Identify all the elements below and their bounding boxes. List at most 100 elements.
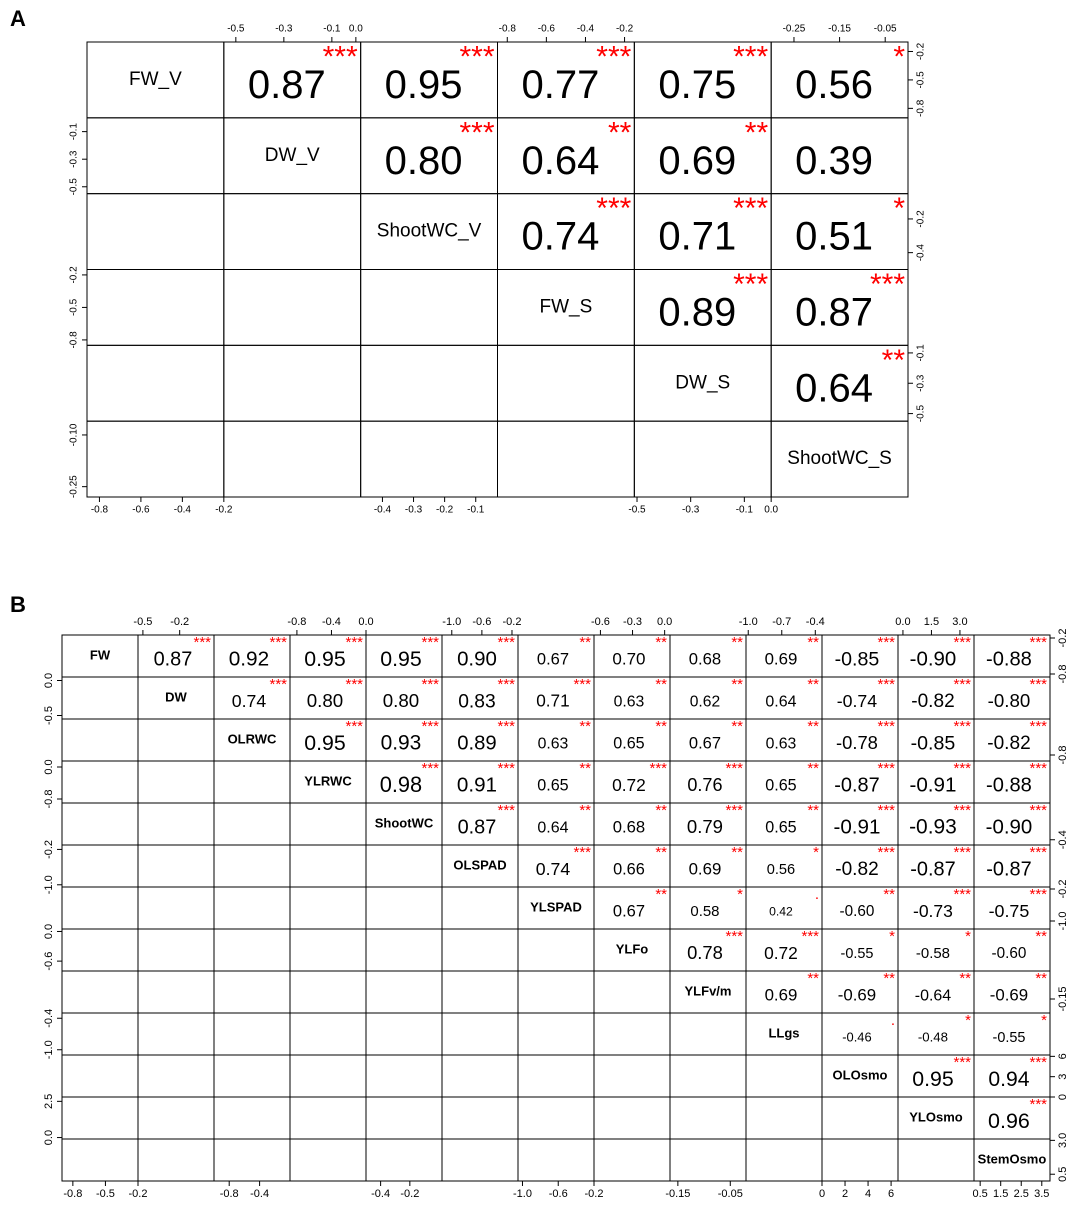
significance-stars: ***: [345, 676, 363, 693]
tick-label: 0.0: [358, 616, 373, 628]
correlation-value: 0.39: [795, 139, 873, 183]
panel-cell: [289, 1054, 367, 1098]
tick-label: -0.4: [250, 1188, 269, 1200]
correlation-value: -0.82: [911, 691, 954, 712]
significance-stars: ***: [733, 40, 768, 73]
significance-stars: **: [655, 676, 667, 693]
significance-stars: ***: [459, 116, 494, 149]
tick-label: 0.0: [895, 616, 910, 628]
significance-stars: **: [882, 344, 906, 377]
panel-cell: [441, 970, 519, 1014]
panel-cell: [61, 760, 139, 804]
panel-cell: [223, 344, 362, 422]
correlation-value: 0.66: [613, 861, 645, 879]
tick-label: -0.2: [916, 42, 927, 60]
significance-stars: ***: [877, 634, 895, 651]
panel-cell: [213, 1096, 291, 1140]
correlation-value: 0.98: [380, 772, 422, 797]
tick-label: -0.15: [828, 24, 851, 35]
significance-stars: *: [889, 928, 895, 945]
tick-label: -0.05: [718, 1188, 743, 1200]
panel-cell: [669, 1054, 747, 1098]
correlation-value: 0.56: [767, 862, 795, 878]
panel-cell: [517, 1012, 595, 1056]
tick-label: -0.7: [772, 616, 791, 628]
significance-stars: ***: [1029, 844, 1047, 861]
correlation-value: 0.91: [457, 774, 497, 797]
tick-label: 0: [1057, 1094, 1069, 1100]
tick-label: -0.8: [91, 505, 109, 516]
panel-cell: [497, 420, 635, 498]
correlation-value: 0.42: [769, 904, 793, 918]
tick-label: -0.2: [129, 1188, 148, 1200]
tick-label: -0.1: [69, 123, 80, 141]
panel-cell: [213, 844, 291, 888]
significance-stars: ***: [733, 268, 768, 301]
tick-label: -0.3: [916, 374, 927, 392]
panel-cell: [821, 1138, 899, 1182]
correlation-value: 0.62: [690, 693, 720, 710]
panel-cell: [973, 1138, 1051, 1182]
tick-label: -1.0: [1057, 912, 1069, 931]
panel-cell: [137, 802, 215, 846]
tick-label: -1.0: [739, 616, 758, 628]
panel-cell: [593, 1096, 671, 1140]
panel-cell: [223, 420, 362, 498]
tick-label: -0.4: [916, 244, 927, 262]
correlation-value: -0.87: [910, 858, 955, 880]
correlation-value: -0.90: [910, 648, 957, 671]
panel-cell: [770, 420, 909, 498]
tick-label: 6: [888, 1188, 894, 1200]
panel-cell: [137, 970, 215, 1014]
tick-label: -0.2: [585, 1188, 604, 1200]
variable-name: StemOsmo: [978, 1151, 1047, 1166]
tick-label: -0.2: [916, 210, 927, 228]
variable-name: OLSPAD: [453, 857, 506, 872]
significance-stars: **: [807, 970, 819, 987]
tick-label: -0.6: [43, 952, 55, 971]
panel-cell: [365, 1096, 443, 1140]
tick-label: 0.0: [43, 759, 55, 774]
tick-label: -0.8: [43, 790, 55, 809]
panel-cell: [745, 1054, 823, 1098]
correlation-value: 0.94: [988, 1068, 1029, 1091]
significance-stars: ***: [953, 886, 971, 903]
tick-label: -0.8: [1057, 665, 1069, 684]
panel-cell: [593, 1012, 671, 1056]
tick-label: -0.8: [69, 331, 80, 349]
panel-cell: [137, 844, 215, 888]
significance-stars: **: [1035, 928, 1047, 945]
variable-name: ShootWC_V: [377, 221, 482, 242]
variable-name: FW: [90, 647, 111, 662]
significance-stars: ***: [953, 676, 971, 693]
tick-label: 0.0: [657, 616, 672, 628]
tick-label: -0.1: [323, 24, 341, 35]
panel-cell: [669, 1012, 747, 1056]
correlation-value: 0.70: [612, 650, 645, 669]
correlation-value: 0.95: [912, 1067, 953, 1091]
significance-stars: ***: [497, 676, 515, 693]
panel-cell: [633, 420, 772, 498]
correlation-value: -0.91: [833, 816, 880, 839]
panel-cell: [441, 1096, 519, 1140]
correlation-value: 0.74: [522, 215, 600, 259]
tick-label: -0.1: [467, 505, 485, 516]
tick-label: -0.2: [170, 616, 189, 628]
panel-cell: [86, 193, 225, 271]
significance-stars: **: [579, 634, 591, 651]
tick-label: -0.2: [1057, 629, 1069, 648]
significance-stars: *: [965, 1012, 971, 1029]
tick-label: -0.3: [682, 505, 700, 516]
panel-cell: [213, 970, 291, 1014]
panel-cell: [61, 1096, 139, 1140]
correlation-value: -0.74: [837, 691, 877, 711]
correlation-value: -0.55: [841, 946, 874, 962]
variable-name: OLOsmo: [833, 1067, 888, 1082]
significance-stars: ***: [1029, 676, 1047, 693]
tick-label: -0.4: [374, 505, 392, 516]
correlation-value: -0.87: [834, 774, 879, 796]
correlation-value: 0.63: [614, 693, 645, 710]
correlation-value: 0.69: [689, 860, 722, 879]
panel-cell: [897, 1138, 975, 1182]
significance-stars: ***: [421, 760, 439, 777]
